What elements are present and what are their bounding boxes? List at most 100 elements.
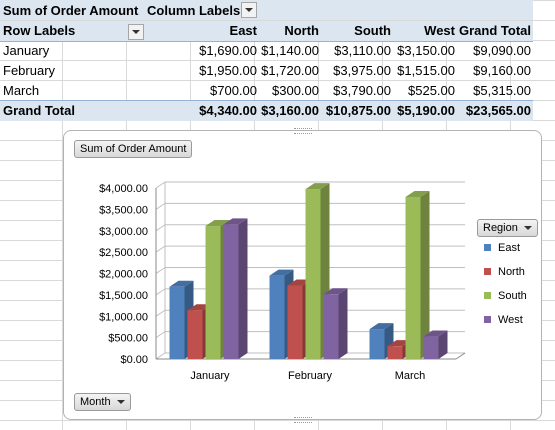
bar-chart-plot[interactable]: $0.00 $500.00 $1,000.00 $1,500.00 $2,000.00 $… (64, 131, 541, 419)
column-header-east[interactable]: East (229, 23, 257, 38)
bar-side (338, 288, 348, 359)
axis-field-button[interactable]: Month (74, 393, 131, 411)
value-cell[interactable]: $9,160.00 (473, 63, 531, 78)
value-field-button-label: Sum of Order Amount (80, 143, 187, 155)
value-cell[interactable]: $1,720.00 (261, 63, 319, 78)
bar (423, 330, 448, 359)
grand-total-label[interactable]: Grand Total (3, 103, 75, 118)
legend-field-button-label: Region (483, 222, 518, 234)
bar (323, 288, 348, 359)
bar-side (420, 190, 430, 359)
bar (369, 323, 394, 359)
pivot-value-field[interactable]: Sum of Order Amount (3, 3, 139, 18)
legend-swatch (484, 268, 491, 275)
y-tick-label: $2,500.00 (99, 247, 148, 259)
y-tick-label: $2,000.00 (99, 269, 148, 281)
value-cell[interactable]: $1,515.00 (397, 63, 455, 78)
bar-front (287, 285, 303, 359)
chevron-down-icon (523, 226, 532, 231)
bar-side (238, 218, 248, 359)
bars (169, 183, 448, 359)
legend-swatch (484, 292, 491, 299)
row-label[interactable]: January (3, 43, 50, 58)
value-cell[interactable]: $300.00 (272, 83, 319, 98)
value-cell[interactable]: $1,950.00 (199, 63, 257, 78)
legend-entry: North (484, 265, 525, 279)
total-cell[interactable]: $10,875.00 (325, 103, 391, 118)
value-field-button[interactable]: Sum of Order Amount (74, 140, 193, 158)
bar (305, 183, 330, 359)
legend-label: South (498, 290, 527, 302)
pivot-column-header-row: Row Labels East North South West Grand T… (0, 21, 533, 42)
x-tick-label: February (288, 370, 333, 382)
x-tick-label: January (190, 370, 230, 382)
row-labels-label[interactable]: Row Labels (3, 23, 76, 38)
column-labels-label[interactable]: Column Labels (147, 3, 241, 18)
y-tick-label: $1,500.00 (99, 290, 148, 302)
column-header-west[interactable]: West (424, 23, 455, 38)
value-cell[interactable]: $1,140.00 (261, 43, 319, 58)
bar-front (269, 275, 285, 359)
legend-entry: South (484, 289, 527, 303)
gridline-side (155, 288, 166, 296)
pivot-header-row: Sum of Order Amount Column Labels (0, 0, 533, 20)
bar-front (169, 286, 185, 359)
bar-top (305, 183, 330, 190)
value-cell[interactable]: $3,150.00 (397, 43, 455, 58)
bar-front (423, 336, 439, 359)
legend-label: West (498, 314, 523, 326)
legend-field-button[interactable]: Region (477, 219, 538, 237)
total-cell[interactable]: $23,565.00 (465, 103, 531, 118)
bar-front (305, 189, 321, 359)
pivot-row: February $1,950.00 $1,720.00 $3,975.00 $… (0, 61, 533, 81)
bar-top (405, 190, 430, 197)
column-header-grand-total[interactable]: Grand Total (459, 23, 531, 38)
gridline-side (155, 352, 166, 360)
legend-label: East (498, 242, 521, 254)
x-axis-ticks: January February March (190, 370, 425, 382)
bar-top (169, 280, 194, 287)
total-cell[interactable]: $3,160.00 (261, 103, 319, 118)
bar-top (205, 220, 230, 227)
bar-top (423, 330, 448, 337)
gridline-side (155, 181, 166, 189)
total-cell[interactable]: $4,340.00 (199, 103, 257, 118)
pivot-row: January $1,690.00 $1,140.00 $3,110.00 $3… (0, 41, 533, 61)
bar-top (269, 269, 294, 276)
legend-swatch (484, 316, 491, 323)
row-labels-dropdown-icon[interactable] (128, 24, 144, 40)
resize-handle-bottom[interactable] (294, 417, 312, 423)
value-cell[interactable]: $700.00 (210, 83, 257, 98)
column-header-north[interactable]: North (284, 23, 319, 38)
value-cell[interactable]: $3,110.00 (334, 43, 391, 58)
total-cell[interactable]: $5,190.00 (397, 103, 455, 118)
gridline-side (155, 202, 166, 210)
value-cell[interactable]: $3,790.00 (333, 83, 391, 98)
bar-front (187, 310, 203, 359)
column-labels-dropdown-icon[interactable] (241, 2, 257, 18)
bar-top (369, 323, 394, 330)
legend-entry: East (484, 241, 520, 255)
bar-top (323, 288, 348, 295)
bar-front (369, 329, 385, 359)
y-tick-label: $3,500.00 (99, 204, 148, 216)
legend-swatch (484, 244, 491, 251)
value-cell[interactable]: $3,975.00 (333, 63, 391, 78)
y-tick-label: $0.00 (120, 354, 148, 366)
value-cell[interactable]: $1,690.00 (199, 43, 257, 58)
pivot-chart[interactable]: Sum of Order Amount $0.00 $500.00 $1,000.0… (63, 128, 542, 423)
grand-total-row: Grand Total $4,340.00 $3,160.00 $10,875.… (0, 100, 533, 121)
value-cell[interactable]: $525.00 (408, 83, 455, 98)
chevron-down-icon (116, 400, 125, 405)
value-cell[interactable]: $9,090.00 (473, 43, 531, 58)
row-label[interactable]: February (3, 63, 56, 78)
column-header-south[interactable]: South (354, 23, 391, 38)
resize-handle-top[interactable] (294, 128, 312, 134)
row-label[interactable]: March (3, 83, 40, 98)
gridline-side (155, 245, 166, 253)
y-tick-label: $3,000.00 (99, 226, 148, 238)
floor-edge (455, 352, 466, 360)
gridline-side (155, 224, 166, 232)
y-axis-ticks: $0.00 $500.00 $1,000.00 $1,500.00 $2,000.00 $… (99, 183, 148, 366)
value-cell[interactable]: $5,315.00 (473, 83, 531, 98)
